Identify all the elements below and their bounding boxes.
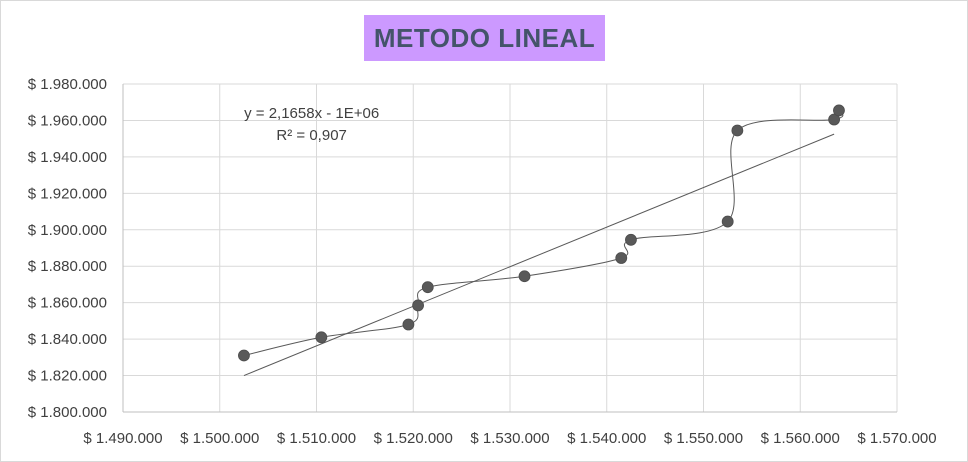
y-tick-label: $ 1.920.000	[28, 185, 107, 202]
data-point	[315, 331, 328, 344]
data-point	[828, 113, 841, 126]
data-point	[625, 233, 637, 246]
data-point	[518, 270, 531, 283]
y-tick-label: $ 1.800.000	[28, 404, 107, 421]
data-point	[402, 318, 415, 331]
y-tick-label: $ 1.880.000	[28, 258, 107, 275]
y-tick-label: $ 1.820.000	[28, 368, 107, 385]
y-tick-label: $ 1.960.000	[28, 112, 107, 129]
data-point	[731, 124, 744, 137]
chart-title: METODO LINEAL	[373, 22, 596, 53]
data-point	[833, 104, 845, 117]
data-point	[615, 252, 628, 264]
y-tick-label: $ 1.860.000	[28, 295, 107, 312]
x-tick-label: $ 1.510.000	[277, 430, 356, 447]
y-tick-label: $ 1.900.000	[28, 222, 107, 239]
data-point	[238, 349, 250, 362]
series-line	[243, 109, 844, 356]
x-tick-label: $ 1.550.000	[664, 430, 743, 447]
y-tick-label: $ 1.840.000	[28, 331, 107, 348]
x-tick-label: $ 1.500.000	[180, 430, 259, 447]
x-tick-label: $ 1.570.000	[857, 430, 936, 447]
x-tick-label: $ 1.530.000	[470, 430, 549, 447]
data-point	[421, 281, 434, 294]
data-point	[412, 299, 424, 312]
chart-title-box: METODO LINEAL	[364, 15, 605, 61]
trendline-r-squared: R² = 0,907	[276, 127, 346, 144]
x-tick-label: $ 1.540.000	[567, 430, 646, 447]
y-tick-label: $ 1.940.000	[28, 149, 107, 166]
trendline	[243, 133, 835, 377]
x-tick-label: $ 1.560.000	[761, 430, 840, 447]
data-point	[721, 215, 734, 228]
trendline-equation: y = 2,1658x - 1E+06	[244, 105, 379, 122]
y-tick-label: $ 1.980.000	[28, 76, 107, 93]
x-tick-label: $ 1.520.000	[374, 430, 453, 447]
x-tick-label: $ 1.490.000	[83, 430, 162, 447]
